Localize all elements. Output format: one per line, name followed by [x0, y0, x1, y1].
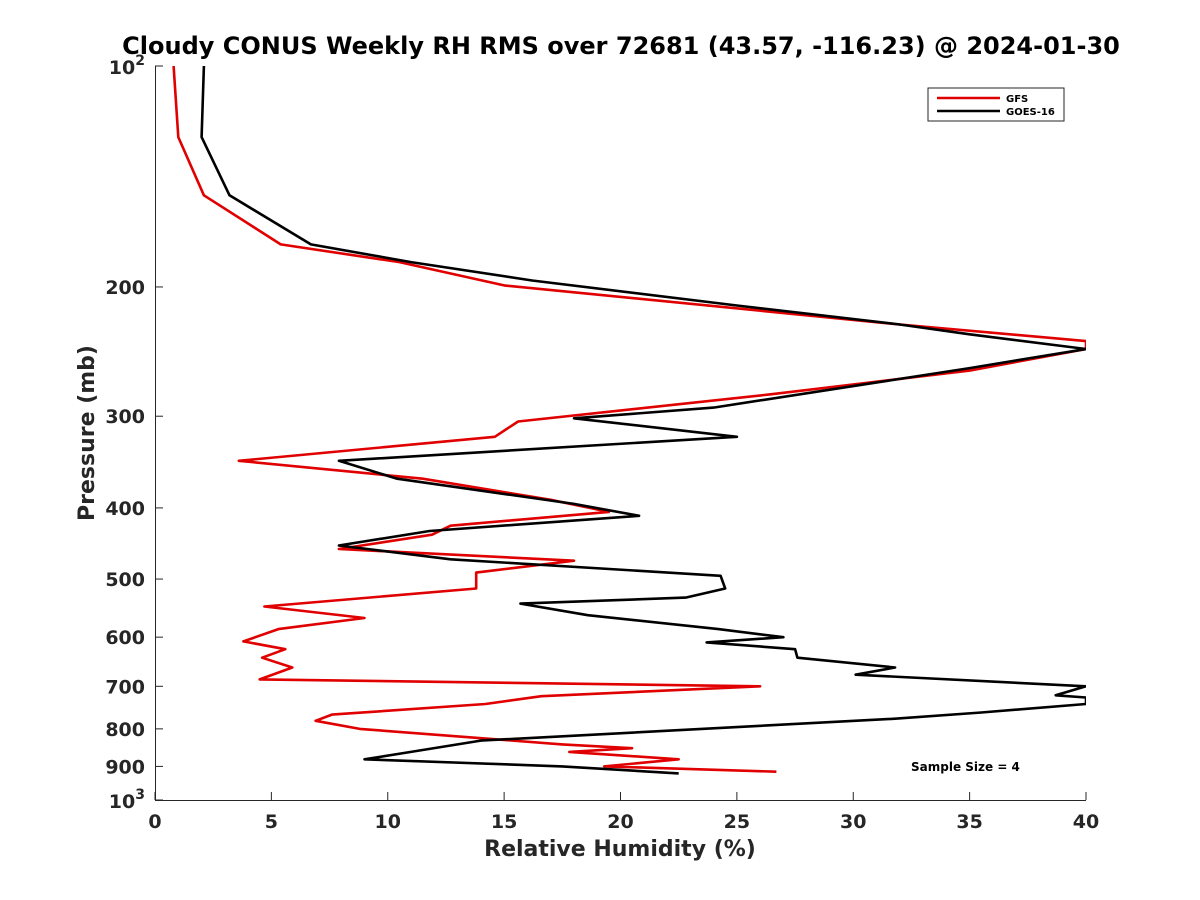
y-tick-label: 600: [105, 627, 145, 649]
axes-frame: [155, 66, 1086, 801]
x-tick-label: 35: [956, 811, 982, 833]
y-axis-label: Pressure (mb): [75, 345, 100, 521]
x-tick-label: 30: [840, 811, 866, 833]
series-line-goes-16: [200, 66, 1086, 775]
x-tick-label: 20: [607, 811, 633, 833]
legend-label: GOES-16: [1006, 107, 1055, 118]
x-tick-label: 40: [1073, 811, 1099, 833]
series-layer: [172, 66, 1086, 775]
y-tick-label: 700: [105, 676, 145, 698]
x-axis-label: Relative Humidity (%): [484, 837, 756, 862]
x-tick-label: 5: [265, 811, 278, 833]
plot-area: 0 5 10 15 20 25 30 35 40 200 300 400 500 600 700 800 90…: [105, 53, 1099, 833]
series-line-gfs: [172, 66, 1086, 773]
y-tick-label: 500: [105, 569, 145, 591]
legend: GFS GOES-16: [927, 87, 1065, 122]
x-tick-label: 10: [375, 811, 401, 833]
y-tick-label: 400: [105, 498, 145, 520]
chart-title: Cloudy CONUS Weekly RH RMS over 72681 (4…: [122, 32, 1120, 60]
y-tick-label: 800: [105, 719, 145, 741]
y-tick-label: 900: [105, 756, 145, 778]
sample-size-annotation: Sample Size = 4: [911, 760, 1020, 774]
x-tick-label: 25: [724, 811, 750, 833]
x-tick-label: 0: [148, 811, 161, 833]
y-tick-label: 200: [105, 277, 145, 299]
y-axis-ticks: 200 300 400 500 600 700 800 900 102 103: [105, 53, 163, 813]
y-tick-label-power: 103: [109, 787, 145, 813]
y-tick-label: 300: [105, 406, 145, 428]
x-tick-label: 15: [491, 811, 517, 833]
legend-label: GFS: [1006, 94, 1028, 105]
x-axis-ticks: 0 5 10 15 20 25 30 35 40: [148, 792, 1099, 833]
y-tick-label-power: 102: [109, 53, 145, 79]
legend-box: [927, 87, 1065, 122]
